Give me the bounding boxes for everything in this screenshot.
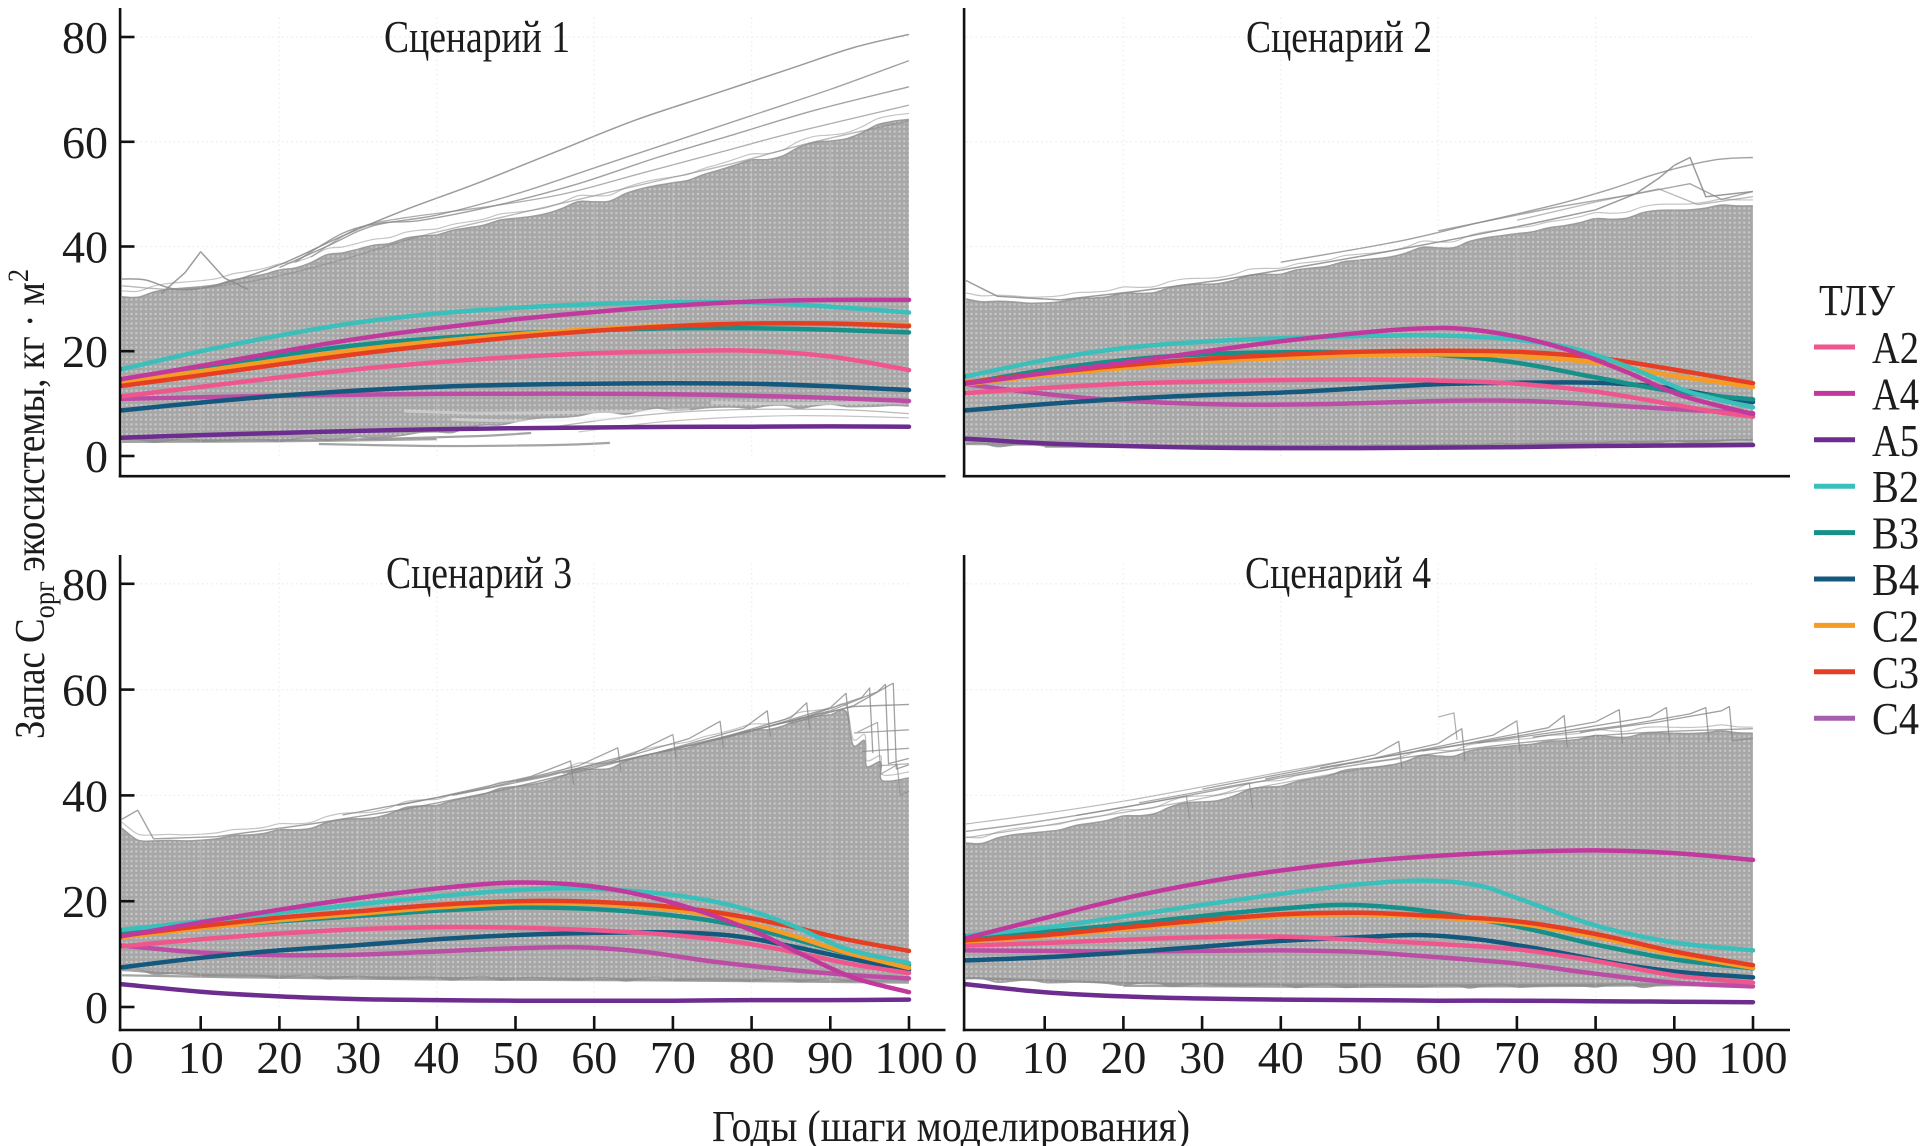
- svg-text:80: 80: [62, 12, 108, 63]
- svg-text:C4: C4: [1872, 693, 1919, 744]
- svg-text:50: 50: [1337, 1032, 1383, 1083]
- svg-text:60: 60: [62, 665, 108, 716]
- svg-text:20: 20: [1100, 1032, 1146, 1083]
- svg-text:C2: C2: [1872, 600, 1919, 651]
- svg-text:70: 70: [1494, 1032, 1540, 1083]
- svg-text:Сценарий 4: Сценарий 4: [1245, 547, 1431, 598]
- svg-text:20: 20: [62, 326, 108, 377]
- svg-text:Запас Cорг экосистемы, кг · м2: Запас Cорг экосистемы, кг · м2: [2, 269, 61, 739]
- svg-text:80: 80: [729, 1032, 775, 1083]
- svg-text:0: 0: [85, 982, 108, 1033]
- svg-text:100: 100: [875, 1032, 944, 1083]
- svg-text:40: 40: [414, 1032, 460, 1083]
- svg-text:10: 10: [1022, 1032, 1068, 1083]
- svg-text:A2: A2: [1872, 322, 1919, 373]
- svg-text:40: 40: [1258, 1032, 1304, 1083]
- svg-text:10: 10: [178, 1032, 224, 1083]
- svg-text:30: 30: [335, 1032, 381, 1083]
- svg-text:40: 40: [62, 222, 108, 273]
- svg-text:80: 80: [1573, 1032, 1619, 1083]
- svg-text:0: 0: [111, 1032, 134, 1083]
- svg-text:20: 20: [62, 876, 108, 927]
- svg-text:30: 30: [1179, 1032, 1225, 1083]
- svg-text:40: 40: [62, 770, 108, 821]
- svg-text:70: 70: [650, 1032, 696, 1083]
- svg-text:100: 100: [1719, 1032, 1788, 1083]
- svg-text:A5: A5: [1872, 415, 1919, 466]
- svg-text:20: 20: [256, 1032, 302, 1083]
- svg-text:Сценарий 1: Сценарий 1: [384, 11, 570, 62]
- svg-text:A4: A4: [1872, 368, 1919, 419]
- svg-text:B3: B3: [1872, 508, 1919, 559]
- svg-text:80: 80: [62, 559, 108, 610]
- svg-text:90: 90: [807, 1032, 853, 1083]
- svg-text:Годы (шаги моделирования): Годы (шаги моделирования): [712, 1102, 1190, 1146]
- svg-text:Сценарий 3: Сценарий 3: [386, 547, 572, 598]
- svg-text:ТЛУ: ТЛУ: [1819, 276, 1896, 325]
- svg-text:90: 90: [1651, 1032, 1697, 1083]
- svg-text:60: 60: [1415, 1032, 1461, 1083]
- svg-text:60: 60: [62, 117, 108, 168]
- svg-text:Сценарий 2: Сценарий 2: [1246, 11, 1432, 62]
- svg-text:0: 0: [85, 431, 108, 482]
- svg-text:C3: C3: [1872, 647, 1919, 698]
- svg-text:B4: B4: [1872, 554, 1919, 605]
- svg-text:50: 50: [493, 1032, 539, 1083]
- svg-text:60: 60: [571, 1032, 617, 1083]
- svg-text:0: 0: [955, 1032, 978, 1083]
- svg-text:B2: B2: [1872, 461, 1919, 512]
